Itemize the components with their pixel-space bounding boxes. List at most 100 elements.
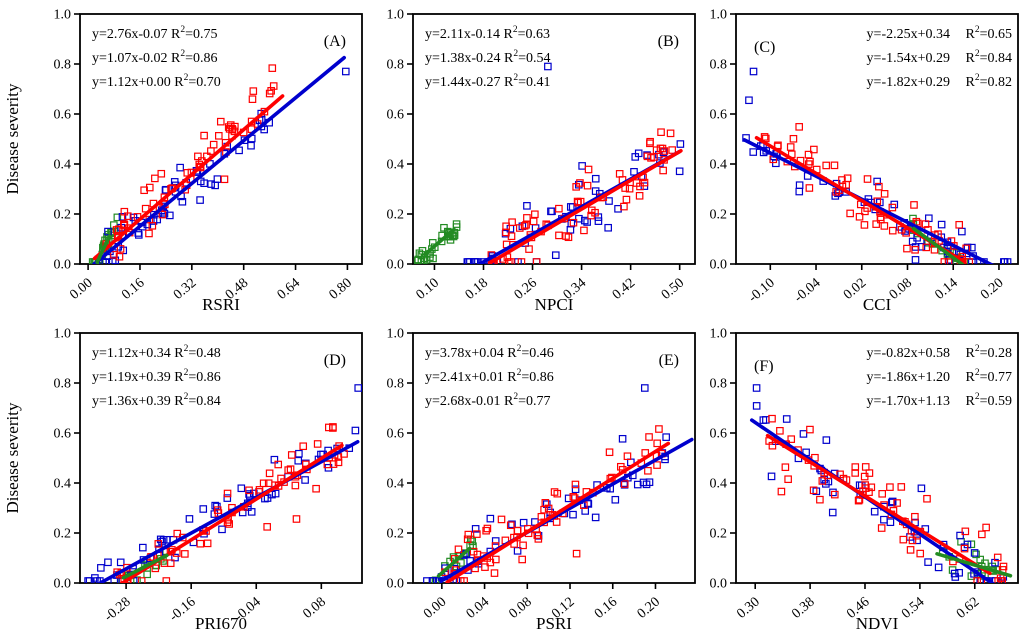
regression-line-blue <box>92 55 346 264</box>
equation-r2-blue: R2=0.84 <box>966 49 1013 66</box>
equation-green: y=-0.82x+0.58 <box>867 346 950 361</box>
y-tick-label: 0.6 <box>710 108 728 123</box>
regression-line-green <box>911 226 965 264</box>
panel-letter: (B) <box>658 33 679 50</box>
panel-letter: (F) <box>754 358 774 375</box>
x-tick-label: 0.54 <box>899 595 927 622</box>
y-tick-label: 0.8 <box>54 58 72 73</box>
equation-green: y=-2.25x+0.34 <box>867 27 950 42</box>
y-tick-label: 0.4 <box>710 477 728 492</box>
panel-B: 0.0 0.2 0.4 0.6 0.8 1.0 0.10 0.18 0.26 0.34 0.42 0.… <box>375 0 698 321</box>
regression-lines <box>92 55 346 264</box>
scatter-blue <box>99 67 350 264</box>
scatter-red <box>765 414 1008 583</box>
y-axis-ticks: 0.0 0.2 0.4 0.6 0.8 1.0 <box>54 327 80 592</box>
x-tick-label: 0.32 <box>171 276 199 303</box>
axes-frame <box>79 332 363 584</box>
x-tick-label: 0.20 <box>635 595 663 622</box>
regression-line-blue <box>97 439 360 583</box>
regression-line-red <box>445 441 671 583</box>
y-tick-label: 0.4 <box>387 158 405 173</box>
y-tick-label: 0.2 <box>710 527 728 542</box>
scatter-blue <box>463 62 685 264</box>
regression-line-green <box>436 546 472 578</box>
scatter-red <box>113 423 348 583</box>
x-tick-label: 0.00 <box>67 276 95 303</box>
scatter-blue <box>742 67 1012 264</box>
scatter-blue <box>752 384 1008 583</box>
regression-line-blue <box>440 437 694 583</box>
panel-B-plot: 0.00.20.40.60.81.00.10 0.18 0.26 0.34 0.42 0.… <box>387 8 696 314</box>
equation-green: y=2.11x-0.14 R2=0.63 <box>425 25 550 42</box>
regression-lines <box>97 439 360 583</box>
panel-letter: (A) <box>324 33 346 50</box>
panel-E-plot: 0.00.20.40.60.81.00.00 0.04 0.08 0.12 0.16 0.… <box>387 327 696 633</box>
panel-C-plot: 0.00.20.40.60.81.0-0.10 -0.04 0.02 0.08 0.14… <box>710 8 1019 314</box>
x-tick-label: 0.80 <box>327 276 355 303</box>
equation-blue: y=1.07x-0.02 R2=0.86 <box>92 49 218 66</box>
y-axis-ticks: 0.0 0.2 0.4 0.6 0.8 1.0 <box>710 327 736 592</box>
x-tick-label: 0.30 <box>734 595 762 622</box>
regression-line-blue <box>742 138 995 264</box>
x-tick-label: 0.20 <box>978 276 1006 303</box>
scatter-red <box>760 123 974 264</box>
x-tick-label: 0.00 <box>421 595 449 622</box>
y-tick-label: 0.8 <box>710 58 728 73</box>
scatter-points <box>84 384 362 583</box>
x-axis-label: CCI <box>863 295 892 314</box>
panel-letter: (D) <box>324 352 346 369</box>
equation-red: y=-1.70x+1.13 <box>867 394 950 409</box>
y-tick-label: 0.0 <box>710 258 728 273</box>
y-tick-label: 0.2 <box>710 208 728 223</box>
regression-lines <box>742 136 995 264</box>
equations: y=2.11x-0.14 R2=0.63 y=1.38x-0.24 R2=0.54… <box>425 25 551 90</box>
y-axis-ticks: 0.0 0.2 0.4 0.6 0.8 1.0 <box>710 8 736 273</box>
y-tick-label: 0.8 <box>54 377 72 392</box>
equations: y=1.12x+0.34 R2=0.48 y=1.19x+0.39 R2=0.86… <box>92 344 221 409</box>
regression-line-red <box>765 433 992 576</box>
x-tick-label: 0.62 <box>954 595 982 622</box>
y-tick-label: 1.0 <box>710 8 728 23</box>
x-tick-label: -0.10 <box>746 276 778 306</box>
regression-line-green <box>95 234 112 264</box>
y-tick-label: 0.4 <box>54 477 72 492</box>
x-axis-label: NPCI <box>535 295 574 314</box>
x-tick-label: 0.16 <box>592 595 620 622</box>
x-tick-label: 0.10 <box>414 276 442 303</box>
x-tick-label: -0.04 <box>792 276 824 306</box>
x-tick-label: 0.42 <box>610 276 638 303</box>
y-tick-label: 0.8 <box>387 58 405 73</box>
scatter-blue <box>84 384 362 583</box>
y-axis-label: Disease severity <box>3 83 22 194</box>
equations: y=3.78x+0.04 R2=0.46 y=2.41x+0.01 R2=0.86… <box>425 344 554 409</box>
axes-frame <box>79 13 363 265</box>
equation-green: y=2.76x-0.07 R2=0.75 <box>92 25 218 42</box>
y-tick-label: 0.0 <box>54 577 72 592</box>
y-tick-label: 0.2 <box>54 527 72 542</box>
regression-lines <box>749 418 1013 583</box>
axes-frame <box>735 332 1019 584</box>
equation-green: y=3.78x+0.04 R2=0.46 <box>425 344 554 361</box>
axes-frame <box>735 13 1019 265</box>
y-tick-label: 0.8 <box>710 377 728 392</box>
y-tick-label: 0.2 <box>387 527 405 542</box>
panel-D: 0.0 0.2 0.4 0.6 0.8 1.0 -0.28 -0.16 -0.04 0.08 PRI… <box>0 321 375 642</box>
x-axis-label: RSRI <box>202 295 240 314</box>
equations: R2=0.28 y=-0.82x+0.58 R2=0.77 y=-1.86x+1.20… <box>867 344 1012 409</box>
axes-frame <box>412 332 696 584</box>
regression-line-green <box>423 227 456 256</box>
y-axis-ticks: 0.0 0.2 0.4 0.6 0.8 1.0 <box>387 327 413 592</box>
equation-red: y=2.68x-0.01 R2=0.77 <box>425 392 551 409</box>
y-tick-label: 1.0 <box>54 327 72 342</box>
x-tick-label: 0.08 <box>506 595 534 622</box>
equation-blue: y=-1.54x+0.29 <box>867 51 950 66</box>
scatter-points <box>752 384 1008 583</box>
equation-blue: y=-1.86x+1.20 <box>867 370 950 385</box>
y-tick-label: 0.0 <box>54 258 72 273</box>
x-tick-label: 0.50 <box>659 276 687 303</box>
x-tick-label: 0.04 <box>464 595 492 622</box>
equations: R2=0.65 y=-2.25x+0.34 R2=0.84 y=-1.54x+0.29… <box>867 25 1012 90</box>
x-tick-label: 0.64 <box>275 276 303 303</box>
scatter-points <box>413 62 685 264</box>
y-tick-label: 0.2 <box>54 208 72 223</box>
